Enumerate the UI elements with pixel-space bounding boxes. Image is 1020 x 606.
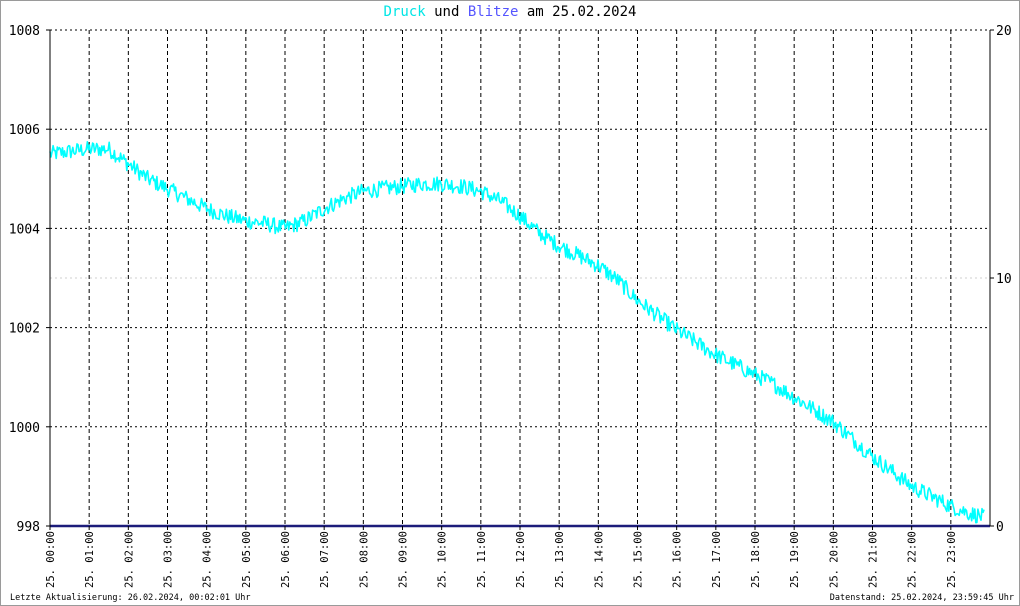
x-tick-label: 25. 16:00 bbox=[672, 531, 684, 588]
x-tick-label: 25. 01:00 bbox=[84, 531, 96, 588]
x-tick-label: 25. 02:00 bbox=[123, 531, 135, 588]
x-tick-label: 25. 23:00 bbox=[946, 531, 958, 588]
title-date: am 25.02.2024 bbox=[526, 4, 637, 20]
x-tick-label: 25. 15:00 bbox=[633, 531, 645, 588]
chart-title: Druck und Blitze am 25.02.2024 bbox=[0, 4, 1020, 20]
x-tick-label: 25. 05:00 bbox=[241, 531, 253, 588]
x-tick-label: 25. 20:00 bbox=[828, 531, 840, 588]
y-left-tick-label: 1004 bbox=[9, 222, 40, 237]
y-right-tick-label: 20 bbox=[996, 24, 1012, 39]
title-druck: Druck bbox=[383, 4, 426, 20]
title-blitze: Blitze bbox=[467, 4, 519, 20]
y-left-tick-label: 998 bbox=[17, 520, 40, 535]
x-tick-label: 25. 00:00 bbox=[45, 531, 57, 588]
x-tick-label: 25. 10:00 bbox=[437, 531, 449, 588]
x-tick-label: 25. 03:00 bbox=[163, 531, 175, 588]
x-tick-label: 25. 12:00 bbox=[515, 531, 527, 588]
grid-lines bbox=[50, 29, 990, 527]
x-tick-label: 25. 07:00 bbox=[319, 531, 331, 588]
x-tick-label: 25. 06:00 bbox=[280, 531, 292, 588]
y-left-tick-label: 1002 bbox=[9, 322, 40, 337]
last-update-text: Letzte Aktualisierung: 26.02.2024, 00:02… bbox=[10, 593, 251, 603]
x-tick-label: 25. 22:00 bbox=[907, 531, 919, 588]
x-tick-label: 25. 04:00 bbox=[202, 531, 214, 588]
x-tick-label: 25. 21:00 bbox=[868, 531, 880, 588]
x-tick-label: 25. 17:00 bbox=[711, 531, 723, 588]
pressure-series-line bbox=[49, 141, 985, 524]
x-tick-label: 25. 14:00 bbox=[593, 531, 605, 588]
title-und: und bbox=[434, 4, 460, 20]
x-tick-label: 25. 08:00 bbox=[358, 531, 370, 588]
axes-layer bbox=[46, 29, 994, 530]
y-right-tick-label: 0 bbox=[996, 520, 1004, 535]
y-left-tick-label: 1008 bbox=[9, 24, 40, 39]
x-tick-label: 25. 09:00 bbox=[398, 531, 410, 588]
y-left-tick-label: 1006 bbox=[9, 123, 40, 138]
tick-labels: 998 1000 1002 1004 1006 1008 0 10 20 25. 00:00 25.… bbox=[9, 24, 1012, 588]
x-tick-label: 25. 11:00 bbox=[476, 531, 488, 588]
x-tick-label: 25. 18:00 bbox=[750, 531, 762, 588]
data-status-text: Datenstand: 25.02.2024, 23:59:45 Uhr bbox=[829, 593, 1014, 603]
y-left-tick-label: 1000 bbox=[9, 421, 40, 436]
y-right-tick-label: 10 bbox=[996, 272, 1012, 287]
x-tick-label: 25. 19:00 bbox=[789, 531, 801, 588]
x-tick-label: 25. 13:00 bbox=[554, 531, 566, 588]
